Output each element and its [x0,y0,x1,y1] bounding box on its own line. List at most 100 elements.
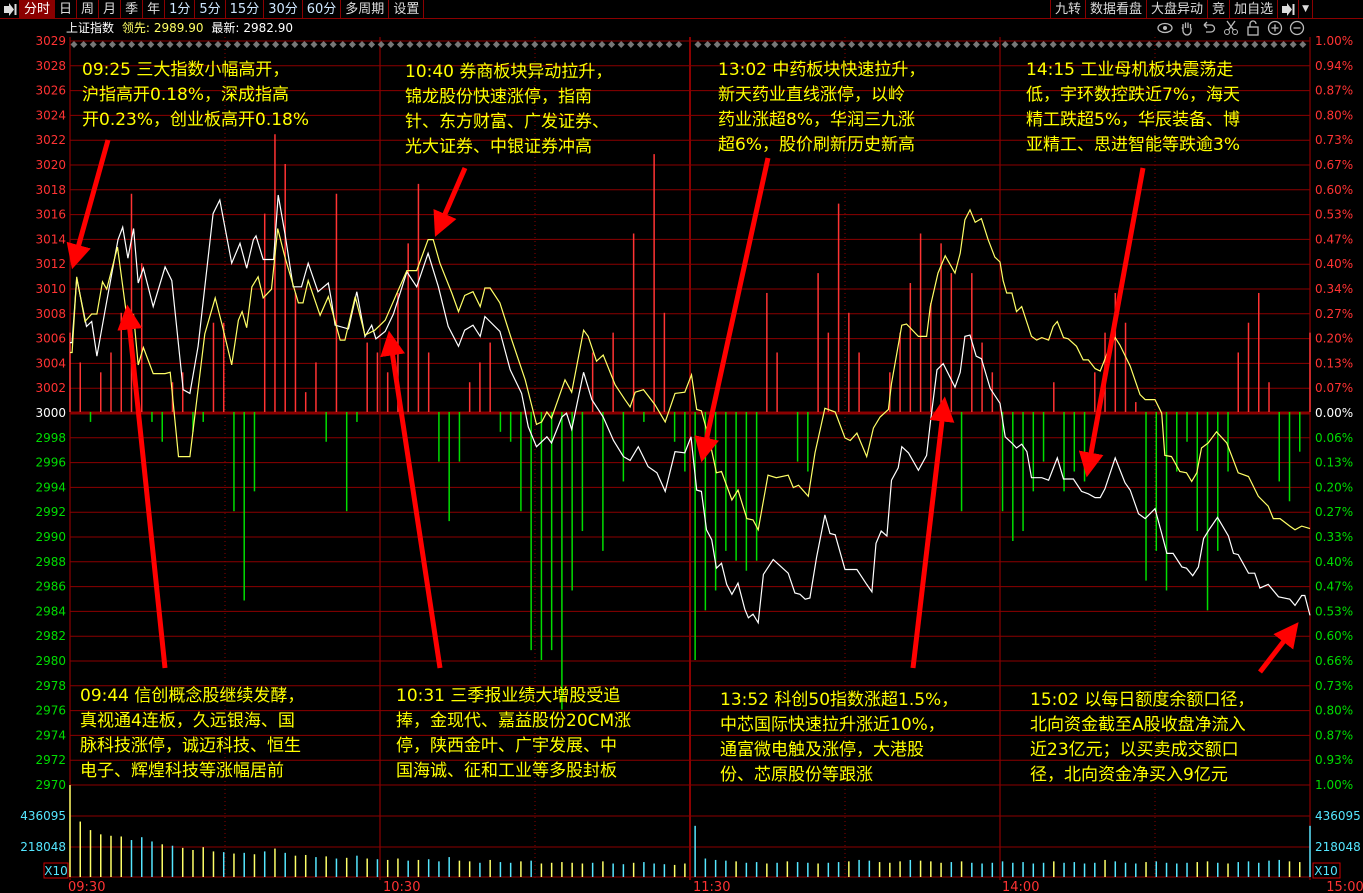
lock-icon[interactable] [1245,20,1261,36]
hand-icon[interactable] [1179,20,1195,36]
event-marker [771,41,779,48]
event-marker [598,41,606,48]
annotation-6: 13:52 科创50指数涨超1.5%， 中芯国际快速拉升涨近10%， 通富微电触及涨… [720,688,958,788]
event-marker [924,41,932,48]
y-tick-left: 2986 [35,580,66,594]
event-marker [1260,41,1268,48]
tab-9[interactable]: 30分 [264,0,303,19]
y-tick-left: 2992 [35,505,66,519]
y-tick-left: 2988 [35,555,66,569]
y-tick-left: 2974 [35,728,66,742]
annotation-line: 沪指高开0.18%，深成指高 [82,85,290,105]
event-markers-row [70,41,1307,48]
annotation-line: 10:31 三季报业绩大增股受追 [396,686,621,706]
y-tick-left: 2990 [35,530,66,544]
event-marker [1193,41,1201,48]
strength-bars [69,134,1311,710]
annotation-0: 09:25 三大指数小幅高开， 沪指高开0.18%，深成指高 开0.23%，创业板高… [82,58,309,133]
toolbar-item-4[interactable]: 加自选 [1230,0,1279,19]
event-marker [1126,41,1134,48]
event-marker [214,41,222,48]
annotation-line: 09:25 三大指数小幅高开， [82,60,290,80]
zoom-out-icon[interactable] [1289,20,1305,36]
tab-7[interactable]: 5分 [195,0,226,19]
x-tick: 14:00 [1002,880,1039,893]
annotation-arrows [66,139,1299,674]
event-marker [1232,41,1240,48]
event-marker [1241,41,1249,48]
annotation-line: 超6%，股价刷新历史新高 [718,135,915,155]
y-tick-right: 0.40% [1315,257,1353,271]
event-marker [636,41,644,48]
event-marker [1049,41,1057,48]
tab-10[interactable]: 60分 [303,0,342,19]
event-marker [540,41,548,48]
event-marker [982,41,990,48]
y-tick-right: 0.47% [1315,232,1353,246]
event-marker [1164,41,1172,48]
y-tick-right: 0.40% [1315,555,1353,569]
tab-0[interactable]: 分时 [20,0,56,19]
event-marker [723,41,731,48]
tab-4[interactable]: 季 [121,0,144,19]
y-tick-left: 3026 [35,84,66,98]
annotation-5: 10:31 三季报业绩大增股受追 捧，金现代、嘉益股份20CM涨 停，陕西金叶、广宇… [396,684,631,784]
tab-1[interactable]: 日 [55,0,78,19]
event-marker [425,41,433,48]
annotation-7: 15:02 以每日额度余额口径， 北向资金截至A股收盘净流入 近23亿元；以买卖成交… [1030,688,1254,788]
annotation-line: 新天药业直线涨停，以岭 [718,85,905,105]
dropdown-icon[interactable]: ▼ [1299,0,1313,19]
tab-2[interactable]: 周 [77,0,100,19]
event-marker [70,41,78,48]
toolbar-item-0[interactable]: 九转 [1051,0,1087,19]
scissors-icon[interactable] [1223,20,1239,36]
collapse-icon[interactable] [0,0,20,19]
event-marker [435,41,443,48]
event-marker [156,41,164,48]
undo-icon[interactable] [1201,20,1217,36]
arrow [694,157,771,463]
event-marker [569,41,577,48]
tab-3[interactable]: 月 [99,0,122,19]
y-tick-left: 3010 [35,282,66,296]
toolbar-item-3[interactable]: 竞 [1208,0,1231,19]
lead-label: 领先: [121,21,150,35]
event-marker [1059,41,1067,48]
volume-bars [69,785,1311,877]
toolbar-item-1[interactable]: 数据看盘 [1086,0,1148,19]
y-tick-right: 0.66% [1315,654,1353,668]
annotation-line: 北向资金截至A股收盘净流入 [1030,715,1246,735]
event-marker [694,41,702,48]
tab-12[interactable]: 设置 [389,0,425,19]
tab-6[interactable]: 1分 [165,0,196,19]
annotation-line: 09:44 信创概念股继续发酵， [80,686,305,706]
tab-5[interactable]: 年 [143,0,166,19]
event-marker [752,41,760,48]
event-marker [1040,41,1048,48]
eye-icon[interactable] [1157,20,1173,36]
event-marker [761,41,769,48]
event-marker [262,41,270,48]
event-marker [1212,41,1220,48]
y-tick-right: 0.34% [1315,282,1353,296]
arrow [910,396,955,669]
chart-tools [1157,20,1305,36]
zoom-in-icon[interactable] [1267,20,1283,36]
event-marker [1203,41,1211,48]
tab-11[interactable]: 多周期 [341,0,390,19]
event-marker [944,41,952,48]
event-marker [550,41,558,48]
annotation-line: 14:15 工业母机板块震荡走 [1026,60,1234,80]
y-tick-right: 0.00% [1315,406,1353,420]
y-tick-right: 0.06% [1315,431,1353,445]
event-marker [502,41,510,48]
expand-icon[interactable] [1278,0,1300,19]
toolbar-item-2[interactable]: 大盘异动 [1147,0,1209,19]
event-marker [224,41,232,48]
volume-multiplier: X10 [1314,864,1338,878]
event-marker [166,41,174,48]
event-marker [1289,41,1297,48]
multiplier-box [43,862,69,879]
tab-8[interactable]: 15分 [226,0,265,19]
